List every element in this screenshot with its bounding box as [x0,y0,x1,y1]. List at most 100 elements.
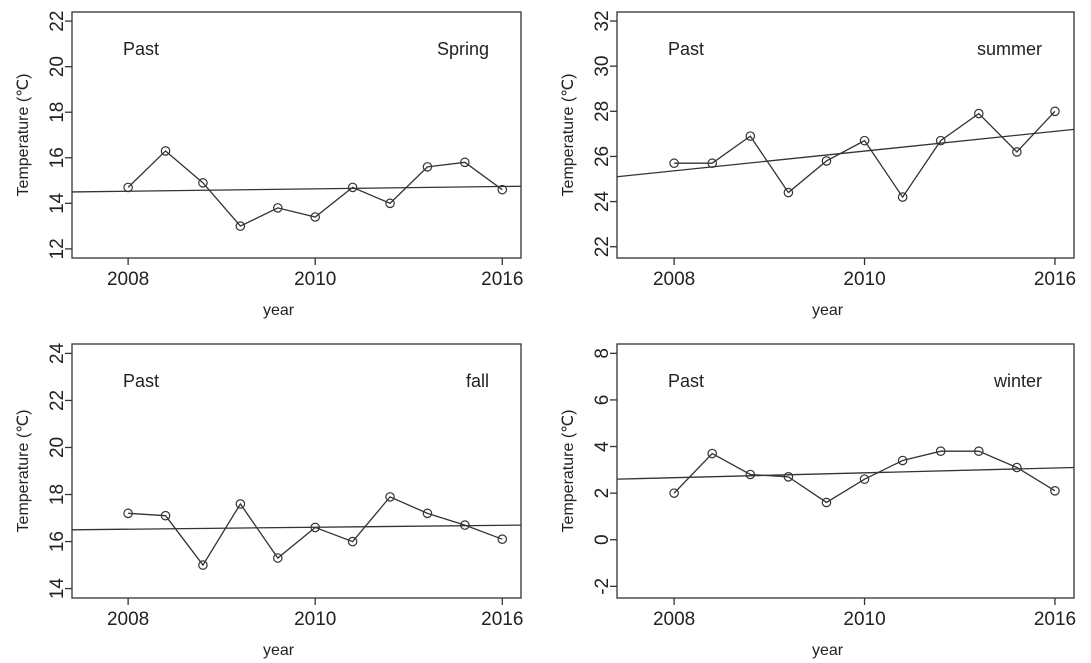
series-line [674,110,1056,199]
chart-svg-spring: 12 14 16 18 20 22 2008 2010 2016 year Temperature … [15,11,523,319]
y-tick-label: 14 [47,192,68,214]
x-axis-label: year [812,642,844,659]
data-point [460,157,470,168]
chart-svg-summer: 22 24 26 28 30 32 2008 2010 2016 year Temperature … [560,10,1076,319]
y-tick-label: 26 [592,146,613,167]
y-axis-label: Temperature (℃) [560,410,577,533]
data-point [935,135,946,146]
series-line [128,496,503,567]
plot-frame [71,343,522,599]
data-point [821,497,832,508]
x-tick-label: 2016 [481,609,523,630]
data-point [160,146,171,156]
data-point [745,131,756,141]
trend-line [72,185,521,193]
x-axis-label: year [812,302,844,319]
data-point [707,158,718,169]
x-tick-label: 2010 [294,269,336,290]
data-point [859,135,870,146]
data-point [1050,106,1060,117]
panel-label-season: Spring [437,39,489,59]
data-point [123,182,133,193]
y-tick-label: 18 [47,484,68,505]
trend-line [617,466,1074,480]
x-tick-label: 2016 [481,269,523,290]
x-tick-label: 2008 [107,609,149,630]
y-tick-label: 32 [592,10,613,31]
x-axis-label: year [263,642,295,659]
data-point [973,446,984,456]
y-tick-label: 20 [47,56,68,77]
data-point [1050,486,1060,496]
data-point [897,455,908,466]
data-point [707,448,718,459]
data-point [935,446,946,456]
y-tick-label: 22 [47,11,68,32]
y-tick-label: 14 [47,578,68,600]
data-point [821,156,832,166]
data-point [973,108,984,119]
panel-label-season: winter [993,371,1042,391]
panel-label-season: summer [977,39,1042,59]
data-point [745,469,756,480]
data-point [422,162,433,172]
y-tick-label: 20 [47,437,68,458]
data-point [347,182,358,193]
series-line [673,450,1056,504]
y-tick-label: 16 [47,531,68,552]
y-tick-label: 8 [592,348,613,359]
y-axis-label: Temperature (℃) [15,74,32,197]
data-point [669,488,679,498]
data-point [497,534,508,545]
data-point [497,184,508,195]
panel-label-past: Past [668,371,704,391]
y-tick-label: 4 [592,441,613,452]
data-point [310,212,321,222]
y-tick-label: 22 [592,236,613,257]
plot-frame [71,11,522,259]
data-point [235,499,246,509]
y-tick-label: 0 [592,534,613,545]
data-point [460,520,470,530]
data-point [859,474,870,484]
data-point [385,198,395,209]
y-tick-label: 24 [47,342,68,364]
x-tick-label: 2016 [1034,269,1076,290]
y-tick-label: 16 [47,147,68,168]
x-axis-label: year [263,302,295,319]
data-point [385,492,395,502]
chart-panel-summer: 22 24 26 28 30 32 2008 2010 2016 year Temperature … [545,0,1091,330]
data-point [123,508,133,519]
data-point [1012,147,1022,157]
data-point [160,510,171,521]
panel-label-past: Past [668,39,704,59]
chart-panel-fall: 14 16 18 20 22 24 2008 2010 2016 year Temperature … [0,332,545,663]
y-tick-label: 2 [592,488,613,499]
x-tick-label: 2010 [294,609,336,630]
y-tick-label: 28 [592,101,613,122]
x-tick-label: 2010 [843,609,885,630]
plot-frame [616,11,1075,259]
plot-frame [616,343,1075,599]
chart-svg-winter: -2 0 2 4 6 8 2008 2010 2016 year Temperature (℃) Pa… [560,343,1076,659]
data-point [272,553,283,563]
data-point [235,221,246,231]
y-tick-label: 30 [592,56,613,77]
y-tick-label: 22 [47,390,68,411]
data-point [310,522,321,533]
chart-panel-winter: -2 0 2 4 6 8 2008 2010 2016 year Temperature (℃) Pa… [545,332,1091,663]
panel-label-past: Past [123,39,159,59]
panel-label-season: fall [466,371,489,391]
x-tick-label: 2008 [107,269,149,290]
x-tick-label: 2008 [653,609,695,630]
y-tick-label: 18 [47,102,68,123]
y-tick-label: 6 [592,395,613,406]
data-point [1012,462,1022,473]
y-tick-label: 12 [47,238,68,259]
data-point [347,536,358,547]
data-point [669,158,679,169]
data-point [783,472,794,482]
y-axis-label: Temperature (℃) [15,410,32,533]
series-line [127,150,503,227]
x-tick-label: 2016 [1034,609,1076,630]
